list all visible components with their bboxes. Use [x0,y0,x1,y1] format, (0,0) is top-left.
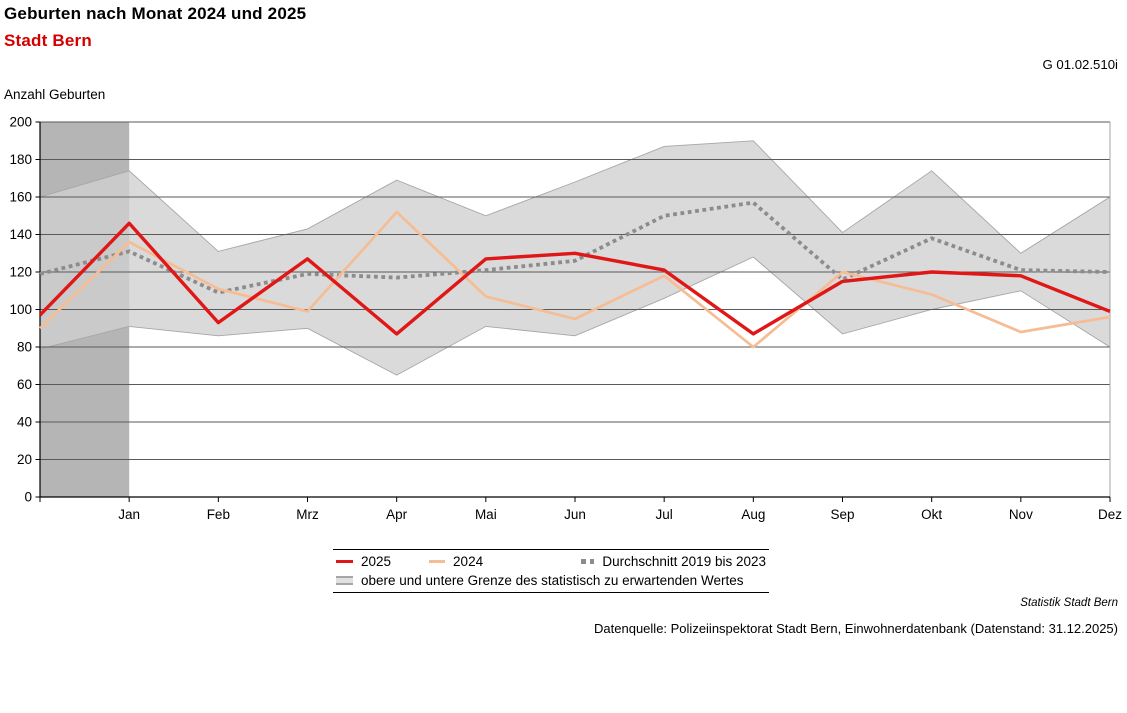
legend-item-2024: 2024 [429,554,483,569]
band-swatch-icon [336,576,353,585]
page-subtitle: Stadt Bern [4,31,92,50]
y-tick-label: 120 [9,265,32,280]
legend-row-2: obere und untere Grenze des statistisch … [336,571,766,590]
y-tick-label: 40 [17,415,32,430]
x-tick-label: Jan [118,507,140,522]
x-tick-label: Feb [207,507,230,522]
legend-item-2025: 2025 [336,554,391,569]
x-tick-label: Jul [656,507,673,522]
orange-line-swatch-icon [429,560,446,563]
legend-label-average: Durchschnitt 2019 bis 2023 [602,554,766,569]
y-tick-label: 100 [9,302,32,317]
x-tick-label: Mai [475,507,497,522]
expected-range-band [39,140,1111,376]
x-tick-label: Dez [1098,507,1122,522]
chart-legend: 2025 2024 Durchschnitt 2019 bis 2023 obe… [333,549,769,593]
page-title: Geburten nach Monat 2024 und 2025 [4,4,307,23]
x-tick-label: Mrz [296,507,319,522]
births-line-chart: 0 20 40 60 80 100 120 140 160 180 200 Jan Feb Mrz Apr M… [9,115,1122,523]
y-tick-label: 0 [24,490,32,505]
x-tick-label: Jun [564,507,586,522]
x-tick-label: Apr [386,507,408,522]
y-tick-label: 20 [17,452,32,467]
legend-row-1: 2025 2024 Durchschnitt 2019 bis 2023 [336,552,766,571]
y-tick-label: 160 [9,190,32,205]
data-source: Datenquelle: Polizeiinspektorat Stadt Be… [594,621,1118,636]
y-tick-label: 200 [9,115,32,130]
y-axis-title: Anzahl Geburten [4,87,106,102]
y-tick-label: 60 [17,377,32,392]
x-tick-label: Nov [1009,507,1033,522]
y-tick-label: 180 [9,152,32,167]
x-tick-label: Sep [830,507,854,522]
series-2024-line [39,210,1111,349]
x-tick-label: Okt [921,507,942,522]
legend-label-band: obere und untere Grenze des statistisch … [361,573,744,588]
y-tick-label: 140 [9,227,32,242]
legend-item-band: obere und untere Grenze des statistisch … [336,573,743,588]
x-tick-label: Aug [741,507,765,522]
y-tick-label: 80 [17,340,32,355]
series-average-line [39,200,1111,295]
legend-label-2025: 2025 [361,554,392,569]
legend-label-2024: 2024 [453,554,484,569]
red-line-swatch-icon [336,559,353,564]
dotted-line-swatch-icon [581,559,595,564]
attribution: Statistik Stadt Bern [1020,597,1118,609]
legend-item-average: Durchschnitt 2019 bis 2023 [581,554,766,569]
figure-id: G 01.02.510i [1042,57,1118,72]
series-2025-line [38,221,1111,336]
